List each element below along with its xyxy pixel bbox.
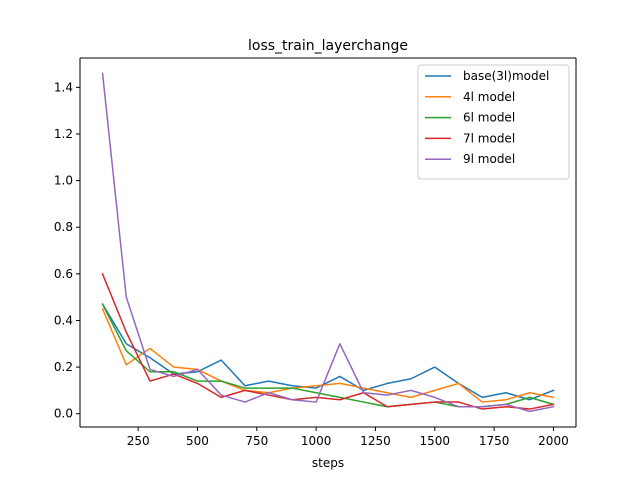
x-tick-label: 2000 [538, 434, 569, 448]
legend-label-1: base(3l)model [463, 69, 549, 83]
legend-label-3: 6l model [463, 111, 515, 125]
legend-label-4: 7l model [463, 131, 515, 145]
legend-box [417, 64, 570, 180]
series-line-5 [101, 72, 555, 413]
legend: base(3l)model 4l model 6l model 7l model 9l … [417, 64, 570, 180]
x-tick-label: 1000 [301, 434, 332, 448]
x-tick-label: 250 [127, 434, 150, 448]
y-tick-label: 0.2 [54, 360, 73, 374]
y-tick-label: 0.0 [54, 407, 73, 421]
y-tick-label: 1.0 [54, 174, 73, 188]
series-line-2 [101, 307, 555, 403]
y-tick-label: 1.2 [54, 127, 73, 141]
y-tick-label: 0.6 [54, 267, 73, 281]
x-tick-label: 750 [245, 434, 268, 448]
legend-label-2: 4l model [463, 90, 515, 104]
y-tick-label: 0.4 [54, 313, 73, 327]
x-axis-label: steps [312, 456, 344, 470]
x-tick-label: 1500 [420, 434, 451, 448]
y-tick-label: 1.4 [54, 80, 73, 94]
y-tick-label: 0.8 [54, 220, 73, 234]
x-tick-label: 500 [186, 434, 209, 448]
chart-title: loss_train_layerchange [248, 38, 408, 54]
x-tick-label: 1250 [360, 434, 391, 448]
legend-label-5: 9l model [463, 152, 515, 166]
x-tick-label: 1750 [479, 434, 510, 448]
